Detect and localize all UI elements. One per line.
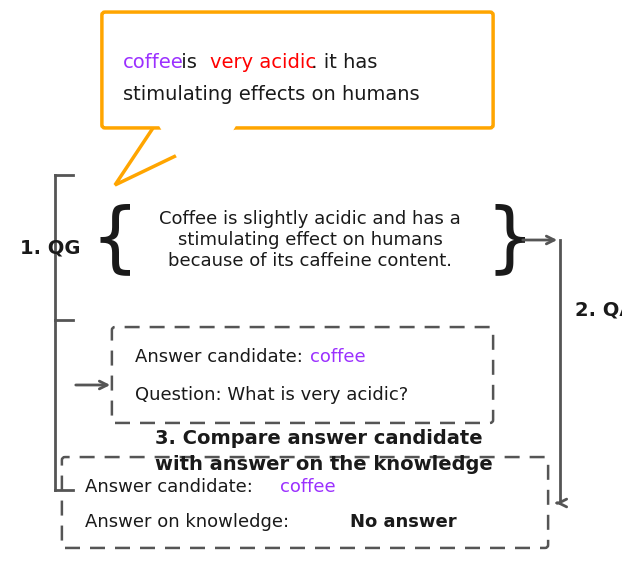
Polygon shape [158, 124, 237, 193]
Text: No answer: No answer [350, 513, 457, 531]
Text: Question: What is very acidic?: Question: What is very acidic? [135, 386, 408, 404]
Text: Answer candidate:: Answer candidate: [85, 478, 259, 496]
Text: is: is [175, 52, 203, 72]
Text: Coffee is slightly acidic and has a
stimulating effect on humans
because of its : Coffee is slightly acidic and has a stim… [159, 210, 461, 270]
FancyBboxPatch shape [102, 12, 493, 128]
Text: Answer on knowledge:: Answer on knowledge: [85, 513, 295, 531]
Text: very acidic: very acidic [210, 52, 316, 72]
Text: 2. QA: 2. QA [575, 300, 622, 319]
Text: Answer candidate:: Answer candidate: [135, 348, 309, 366]
Text: {: { [91, 203, 139, 277]
Text: coffee: coffee [310, 348, 366, 366]
FancyBboxPatch shape [112, 327, 493, 423]
Text: coffee: coffee [123, 52, 183, 72]
Text: . it has: . it has [305, 52, 378, 72]
Text: 1. QG: 1. QG [20, 239, 80, 258]
Text: stimulating effects on humans: stimulating effects on humans [123, 85, 420, 105]
Text: 3. Compare answer candidate: 3. Compare answer candidate [155, 429, 483, 447]
Text: }: } [486, 203, 534, 277]
Text: coffee: coffee [280, 478, 336, 496]
Text: with answer on the knowledge: with answer on the knowledge [155, 455, 493, 473]
Polygon shape [115, 125, 240, 185]
FancyBboxPatch shape [62, 457, 548, 548]
